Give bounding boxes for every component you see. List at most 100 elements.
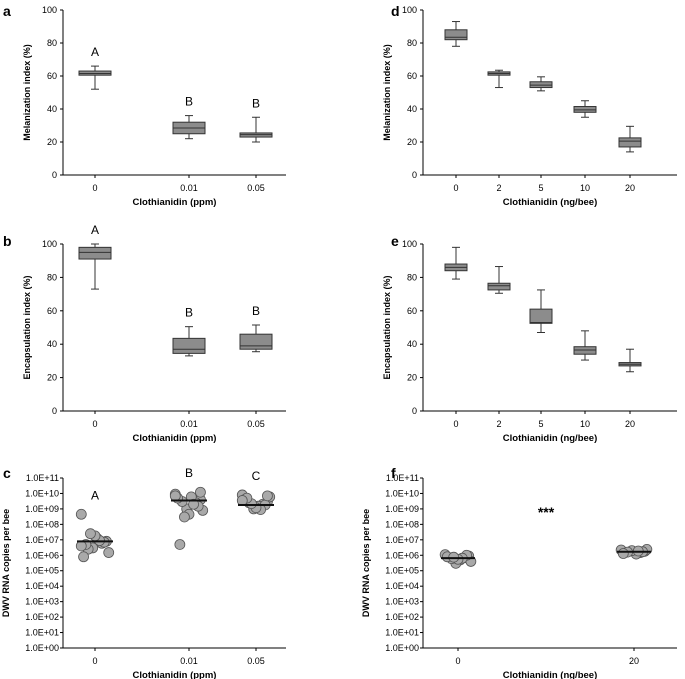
y-tick-label: 1.0E+09 <box>385 504 419 514</box>
y-tick-label: 20 <box>407 373 417 383</box>
x-tick-label: 0 <box>92 419 97 429</box>
y-tick-label: 20 <box>47 373 57 383</box>
box-20 <box>618 348 642 373</box>
y-tick-label: 1.0E+02 <box>25 612 59 622</box>
group-label: B <box>252 304 260 318</box>
data-point <box>78 551 89 563</box>
box-iqr <box>618 137 642 148</box>
x-tick-label: 0 <box>455 656 460 666</box>
panel-label: d <box>391 3 400 19</box>
points-0.05 <box>236 489 276 516</box>
panel-label: a <box>3 3 11 19</box>
x-axis-label: Clothianidin (ppm) <box>133 670 217 679</box>
y-tick-label: 100 <box>402 5 417 15</box>
x-tick-label: 20 <box>625 419 635 429</box>
box-0 <box>444 21 468 47</box>
x-tick-label: 0.05 <box>247 656 265 666</box>
y-tick-label: 100 <box>402 239 417 249</box>
y-tick-label: 1.0E+03 <box>25 597 59 607</box>
y-tick-label: 1.0E+06 <box>25 550 59 560</box>
x-tick-label: 2 <box>496 183 501 193</box>
y-tick-label: 80 <box>407 38 417 48</box>
y-tick-label: 40 <box>47 104 57 114</box>
y-tick-label: 0 <box>412 170 417 180</box>
x-axis-label: Clothianidin (ppm) <box>133 433 217 444</box>
box-iqr <box>239 333 273 350</box>
panel-c: c 1.0E+00 1.0E+01 1.0E+02 1.0E+03 1.0E+04 1.0E… <box>1 465 286 679</box>
y-tick-label: 20 <box>47 137 57 147</box>
data-point <box>85 528 96 540</box>
group-label: B <box>185 306 193 320</box>
x-axis-label: Clothianidin (ng/bee) <box>503 197 597 208</box>
box-iqr <box>444 29 468 41</box>
y-tick-label: 20 <box>407 137 417 147</box>
y-tick-label: 1.0E+05 <box>25 566 59 576</box>
panel-e: e 0 20 40 60 80 100 0 2 5 10 20 Clothianidin (ng/bee… <box>382 233 677 444</box>
x-tick-label: 0.05 <box>247 419 265 429</box>
y-tick-label: 1.0E+08 <box>385 519 419 529</box>
x-tick-label: 0 <box>92 656 97 666</box>
box-0.05 <box>239 116 273 143</box>
y-tick-label: 1.0E+11 <box>26 473 59 483</box>
points-0.01 <box>169 486 209 550</box>
y-tick-label: 1.0E+02 <box>385 612 419 622</box>
y-tick-label: 1.0E+01 <box>25 628 59 638</box>
group-label: C <box>252 469 261 483</box>
box-iqr <box>487 282 511 291</box>
x-tick-label: 0.01 <box>180 183 198 193</box>
box-0 <box>78 243 112 290</box>
y-tick-label: 100 <box>42 5 57 15</box>
panel-b: b 0 20 40 60 80 100 0 0.01 0.05 Clothianidin (ppm)… <box>3 223 286 444</box>
y-tick-label: 0 <box>52 406 57 416</box>
points-0 <box>439 549 477 569</box>
y-tick-label: 1.0E+07 <box>385 535 419 545</box>
x-axis-label: Clothianidin (ppm) <box>133 197 217 208</box>
y-axis-label: Melanization index (%) <box>22 44 32 141</box>
group-label: A <box>91 45 99 59</box>
y-tick-label: 1.0E+01 <box>385 628 419 638</box>
y-tick-label: 1.0E+10 <box>25 488 59 498</box>
y-tick-label: 60 <box>407 71 417 81</box>
group-label: A <box>91 223 99 237</box>
panel-label: e <box>391 233 399 249</box>
points-0 <box>75 508 115 563</box>
data-point <box>75 508 87 520</box>
x-tick-label: 0.05 <box>247 183 265 193</box>
data-point <box>179 511 190 523</box>
x-tick-label: 10 <box>580 183 590 193</box>
x-tick-label: 0 <box>453 183 458 193</box>
box-0.01 <box>172 326 206 357</box>
y-tick-label: 0 <box>52 170 57 180</box>
panel-f: f 1.0E+00 1.0E+01 1.0E+02 1.0E+03 1.0E+04 1.0E… <box>361 465 677 679</box>
box-5 <box>529 289 553 334</box>
y-tick-label: 60 <box>407 306 417 316</box>
y-tick-label: 80 <box>407 272 417 282</box>
points-20 <box>615 543 653 560</box>
y-tick-label: 80 <box>47 38 57 48</box>
x-tick-label: 10 <box>580 419 590 429</box>
y-tick-label: 0 <box>412 406 417 416</box>
data-point <box>174 539 186 550</box>
x-tick-label: 0.01 <box>180 419 198 429</box>
panel-d: d 0 20 40 60 80 100 0 2 5 10 20 Clothianidin (ng/bee… <box>382 3 677 208</box>
group-label: B <box>252 96 260 110</box>
x-tick-label: 20 <box>625 183 635 193</box>
x-axis-label: Clothianidin (ng/bee) <box>503 670 597 679</box>
y-tick-label: 1.0E+00 <box>25 643 59 653</box>
box-5 <box>529 76 553 92</box>
data-point <box>195 486 206 498</box>
y-tick-label: 1.0E+10 <box>385 488 419 498</box>
y-axis-label: Encapsulation index (%) <box>22 275 32 379</box>
y-tick-label: 1.0E+06 <box>385 550 419 560</box>
box-0.01 <box>172 115 206 140</box>
box-2 <box>487 69 511 89</box>
y-tick-label: 1.0E+04 <box>385 581 419 591</box>
box-10 <box>573 330 597 361</box>
x-tick-label: 2 <box>496 419 501 429</box>
group-label: A <box>91 488 99 502</box>
box-iqr <box>78 246 112 260</box>
y-tick-label: 1.0E+11 <box>386 473 419 483</box>
y-tick-label: 1.0E+09 <box>25 504 59 514</box>
panel-label: c <box>3 465 11 481</box>
